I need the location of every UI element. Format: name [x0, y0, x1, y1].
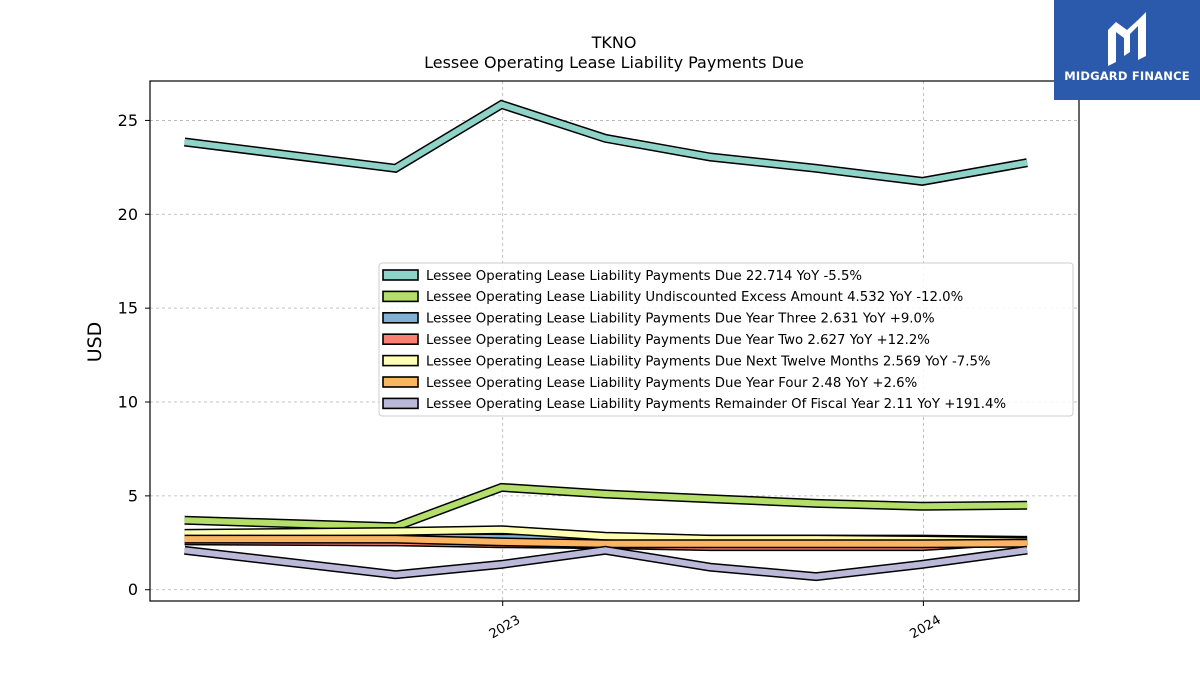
- legend: Lessee Operating Lease Liability Payment…: [378, 262, 1074, 417]
- series-layer: [184, 99, 1028, 582]
- legend-swatch: [382, 354, 419, 367]
- series-line: [184, 101, 1028, 185]
- y-tick-label: 15: [118, 299, 138, 318]
- series-line-outline: [184, 99, 1028, 186]
- y-tick-label: 20: [118, 205, 138, 224]
- series-7: [184, 545, 1028, 582]
- legend-swatch: [382, 269, 419, 281]
- x-tick-label: 2023: [487, 613, 523, 643]
- legend-swatch: [382, 333, 419, 346]
- y-tick-label: 10: [118, 393, 138, 412]
- legend-swatch: [382, 311, 419, 324]
- series-line: [184, 547, 1028, 580]
- series-line: [184, 536, 1028, 547]
- series-1: [184, 99, 1028, 186]
- y-tick-label: 25: [118, 111, 138, 130]
- legend-item: Lessee Operating Lease Liability Payment…: [382, 311, 935, 327]
- legend-item: Lessee Operating Lease Liability Payment…: [382, 269, 862, 284]
- legend-label: Lessee Operating Lease Liability Payment…: [426, 269, 862, 284]
- legend-box: [378, 262, 1074, 417]
- chart-title: TKNO: [591, 33, 637, 52]
- x-tick-label: 2024: [908, 613, 944, 643]
- legend-item: Lessee Operating Lease Liability Undisco…: [382, 290, 963, 305]
- legend-item: Lessee Operating Lease Liability Payment…: [382, 333, 930, 348]
- plot-frame: [149, 80, 1080, 602]
- series-6: [184, 534, 1028, 549]
- legend-label: Lessee Operating Lease Liability Payment…: [426, 354, 991, 369]
- y-axis-label: USD: [84, 322, 106, 363]
- legend-swatch: [382, 376, 419, 388]
- legend-label: Lessee Operating Lease Liability Payment…: [426, 397, 1006, 412]
- series-2: [184, 482, 1028, 532]
- legend-item: Lessee Operating Lease Liability Payment…: [382, 376, 917, 391]
- legend-label: Lessee Operating Lease Liability Payment…: [426, 312, 935, 327]
- series-line: [184, 484, 1028, 530]
- legend-label: Lessee Operating Lease Liability Payment…: [426, 376, 917, 391]
- logo-mark-icon: [1108, 12, 1146, 66]
- legend-swatch: [382, 397, 419, 410]
- legend-item: Lessee Operating Lease Liability Payment…: [382, 397, 1006, 412]
- legend-item: Lessee Operating Lease Liability Payment…: [382, 354, 991, 369]
- logo-text: MIDGARD FINANCE: [1064, 69, 1190, 83]
- legend-label: Lessee Operating Lease Liability Undisco…: [426, 290, 963, 305]
- midgard-finance-logo: MIDGARD FINANCE: [1054, 0, 1200, 100]
- legend-label: Lessee Operating Lease Liability Payment…: [426, 333, 930, 348]
- legend-swatch: [382, 290, 419, 303]
- y-tick-label: 0: [128, 580, 138, 599]
- y-tick-label: 5: [128, 486, 138, 505]
- chart-subtitle: Lessee Operating Lease Liability Payment…: [424, 53, 804, 72]
